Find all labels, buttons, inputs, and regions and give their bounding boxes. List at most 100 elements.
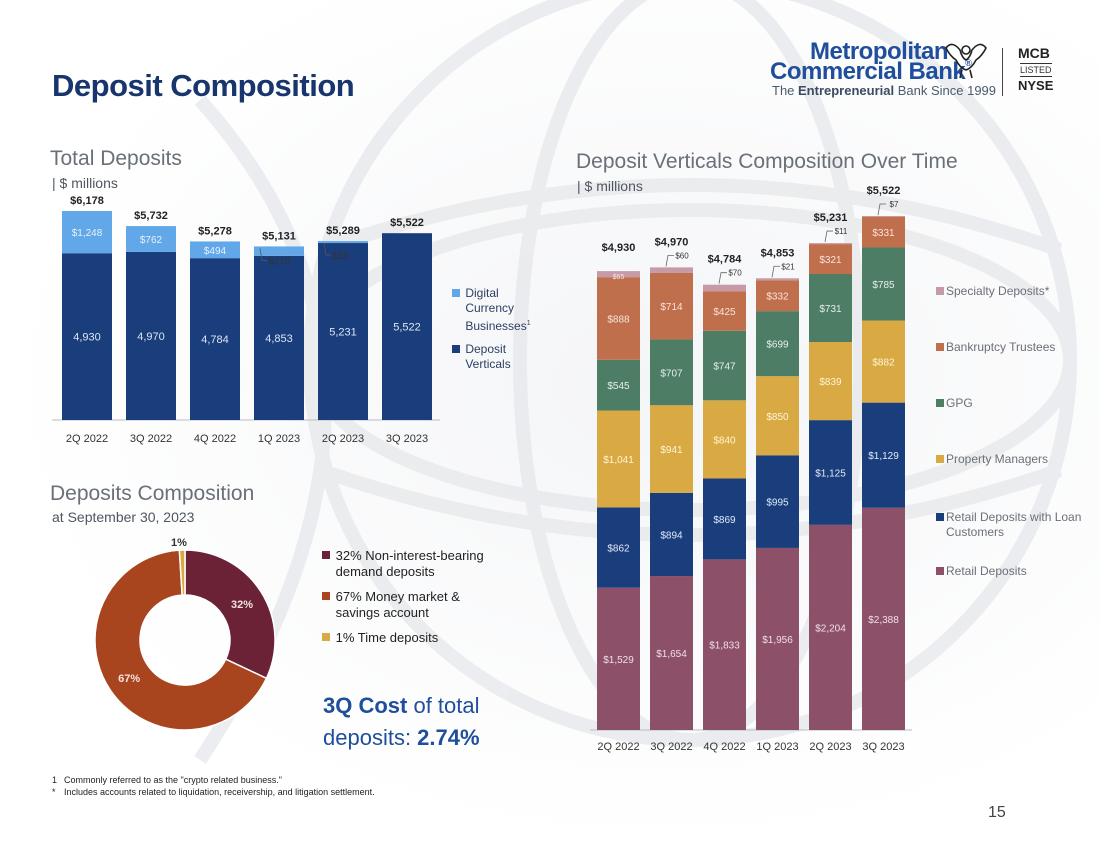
- legend-deposit-verticals: Deposit Verticals: [452, 342, 511, 372]
- bar-label-digital: $1,248: [72, 228, 103, 239]
- bar-segment-label: $785: [872, 280, 895, 291]
- total-label: $5,289: [326, 225, 360, 237]
- total-label: $5,278: [198, 225, 232, 237]
- bar-segment: [650, 492, 693, 577]
- legend-label: Property Managers: [946, 452, 1049, 466]
- bar-segment: [650, 339, 693, 406]
- verticals-legend-item: Specialty Deposits*: [936, 284, 1049, 299]
- bar-verticals: [382, 233, 432, 420]
- bar-segment-label: $888: [607, 314, 630, 325]
- bar-segment: [650, 576, 693, 730]
- bar-segment: [809, 273, 852, 343]
- bar-verticals: [254, 255, 304, 420]
- x-tick-label: 2Q 2023: [809, 741, 851, 753]
- bar-segment-label: $714: [660, 302, 683, 313]
- x-tick-label: 3Q 2023: [862, 741, 904, 753]
- bar-segment-label: $707: [660, 368, 683, 379]
- legend-swatch: [936, 399, 944, 407]
- page-title: Deposit Composition: [52, 68, 355, 103]
- bar-segment-label: $1,129: [868, 451, 899, 462]
- legend-swatch-digital: [452, 289, 460, 297]
- legend-swatch: [936, 343, 944, 351]
- bar-segment-label: $869: [713, 515, 736, 526]
- donut-label-mm: 67% Money market & savings account: [335, 589, 460, 620]
- verticals-legend-item: Retail Deposits: [936, 564, 1027, 579]
- bar-verticals: [190, 258, 240, 420]
- total-label: $5,522: [390, 217, 424, 229]
- bar-segment-label: $894: [660, 530, 683, 541]
- bar-segment: [862, 247, 905, 321]
- x-tick-label: 4Q 2022: [194, 433, 236, 445]
- verticals-composition-chart: $1,529 $862 $1,041 $545 $888 $65 $4,930 2Q 2022…: [590, 185, 912, 753]
- bar-segment-label: $850: [766, 412, 789, 423]
- bar-segment: [703, 478, 746, 560]
- total-label: $4,970: [655, 236, 689, 248]
- bar-segment-label: $1,041: [603, 455, 634, 466]
- bar-segment-label: $60: [675, 251, 689, 260]
- legend-label: Retail Deposits with Loan Customers: [946, 510, 1082, 539]
- bar-segment-label: $882: [872, 358, 895, 369]
- verticals-legend-item: GPG: [936, 396, 973, 411]
- bar-segment: [809, 342, 852, 421]
- bar-segment-label: $425: [713, 307, 736, 318]
- bar-label-digital: $762: [140, 235, 163, 246]
- logo-name-line2: Commercial Bank®: [770, 58, 972, 85]
- bar-segment: [703, 284, 746, 292]
- bar-segment-label: $699: [766, 340, 789, 351]
- eagle-icon: [945, 43, 987, 79]
- x-tick-label: 3Q 2022: [650, 741, 692, 753]
- bar-segment: [756, 280, 799, 312]
- callout-line: [718, 272, 727, 284]
- bar-label-verticals: 4,853: [265, 333, 293, 345]
- deposits-composition-title: Deposits Composition: [50, 482, 255, 505]
- legend-swatch: [936, 455, 944, 463]
- bar-segment-label: $11: [835, 227, 848, 236]
- donut-slice: [94, 549, 268, 731]
- verticals-legend-item: Property Managers: [936, 452, 1048, 467]
- bar-segment: [756, 311, 799, 377]
- legend-swatch: [936, 287, 944, 295]
- x-tick-label: 4Q 2022: [703, 741, 745, 753]
- footnote-1: 1 Commonly referred to as the "crypto rel…: [52, 775, 282, 785]
- bar-verticals: [62, 253, 112, 420]
- bar-segment: [703, 291, 746, 331]
- donut-swatch-nonint: [322, 551, 330, 559]
- bar-label-digital: $58: [332, 251, 349, 262]
- bar-segment-label: $1,833: [709, 641, 740, 652]
- bar-segment-label: $1,654: [656, 649, 687, 660]
- legend-label: Retail Deposits: [946, 564, 1027, 578]
- footnote-2: * Includes accounts related to liquidatio…: [52, 787, 375, 797]
- legend-swatch: [936, 567, 944, 575]
- logo-name-line1: Metropolitan: [810, 38, 949, 65]
- x-tick-label: 2Q 2023: [322, 433, 364, 445]
- logo-exchange: NYSE: [1018, 78, 1054, 93]
- bar-segment: [756, 278, 799, 281]
- bar-segment: [650, 405, 693, 493]
- bar-segment: [809, 524, 852, 730]
- bar-segment: [650, 272, 693, 340]
- bar-segment: [809, 243, 852, 245]
- legend-swatch: [936, 513, 944, 521]
- logo-divider: [1002, 48, 1003, 96]
- footnotes: 1 Commonly referred to as the "crypto rel…: [52, 774, 375, 798]
- bar-segment: [756, 376, 799, 456]
- donut-legend-mm: 67% Money market & savings account: [322, 589, 460, 621]
- bar-segment: [597, 359, 640, 411]
- callout-line: [323, 243, 331, 256]
- bar-digital: [126, 226, 176, 252]
- slice-label: 32%: [231, 599, 253, 611]
- bar-segment: [703, 559, 746, 730]
- bank-logo: Metropolitan Commercial Bank® The Entrep…: [770, 38, 1070, 100]
- bar-segment-label: $840: [713, 435, 736, 446]
- logo-ticker: MCB: [1018, 45, 1050, 61]
- x-tick-label: 1Q 2023: [258, 433, 300, 445]
- bar-segment-label: $65: [613, 274, 625, 281]
- bar-segment-label: $70: [728, 269, 742, 278]
- donut-legend-nonint: 32% Non-interest-bearing demand deposits: [322, 548, 484, 580]
- donut-label-nonint: 32% Non-interest-bearing demand deposits: [335, 548, 484, 579]
- legend-label: Bankruptcy Trustees: [946, 340, 1056, 354]
- legend-digital-currency: Digital Currency Businesses1: [452, 286, 531, 334]
- bar-label-verticals: 5,231: [329, 327, 357, 339]
- verticals-legend-item: Retail Deposits with Loan Customers: [936, 510, 1081, 540]
- bar-segment-label: $545: [607, 381, 630, 392]
